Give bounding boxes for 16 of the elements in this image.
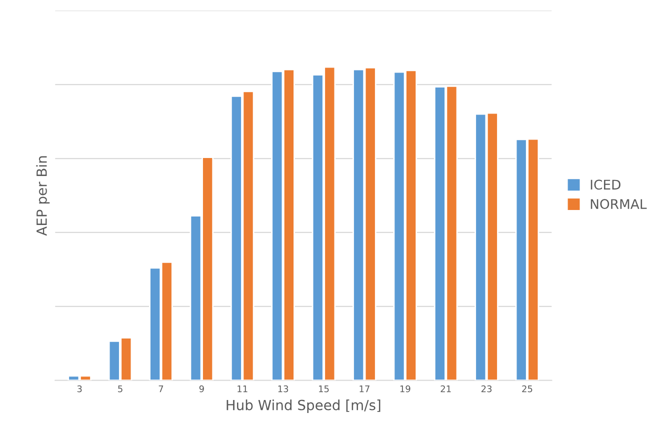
x-axis-title: Hub Wind Speed [m/s] xyxy=(226,400,380,413)
x-tick-label: 25 xyxy=(522,385,532,392)
legend-label: ICED xyxy=(590,180,620,190)
x-tick-label: 7 xyxy=(158,386,164,392)
x-tick-label: 15 xyxy=(319,386,329,392)
x-tick-label: 5 xyxy=(118,386,122,392)
x-tick-label: 21 xyxy=(440,385,451,392)
x-tick-label: 9 xyxy=(199,385,204,392)
x-tick-label: 11 xyxy=(238,386,248,392)
x-tick-label: 13 xyxy=(278,385,288,392)
legend-label: NORMAL xyxy=(590,199,647,210)
x-tick-label: 17 xyxy=(360,386,370,392)
x-tick-label: 19 xyxy=(400,385,410,392)
x-tick-label: 23 xyxy=(481,385,492,392)
y-axis-title: AEP per Bin xyxy=(36,156,50,236)
x-tick-label: 3 xyxy=(77,385,82,392)
